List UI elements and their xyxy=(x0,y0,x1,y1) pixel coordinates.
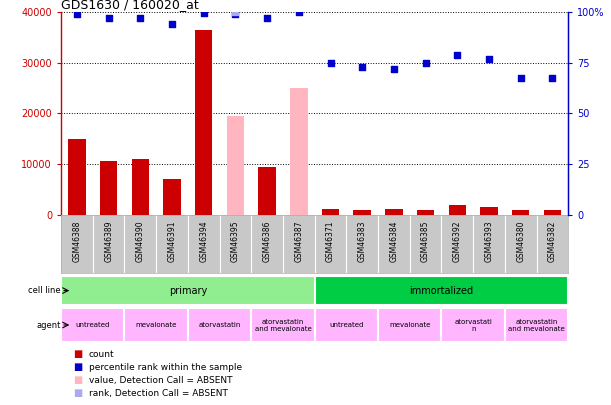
Point xyxy=(294,9,304,15)
Point xyxy=(72,11,82,17)
Point xyxy=(516,75,525,81)
Point xyxy=(230,11,240,17)
Bar xyxy=(188,309,251,341)
Text: GSM46389: GSM46389 xyxy=(104,220,113,262)
Text: ■: ■ xyxy=(73,350,82,359)
Text: GSM46390: GSM46390 xyxy=(136,220,145,262)
Bar xyxy=(163,179,181,215)
Point xyxy=(357,64,367,70)
Text: GSM46388: GSM46388 xyxy=(73,220,81,262)
Text: agent: agent xyxy=(37,320,61,330)
Text: immortalized: immortalized xyxy=(409,286,474,296)
Point xyxy=(230,9,240,15)
Text: GSM46387: GSM46387 xyxy=(295,220,303,262)
Text: GSM46393: GSM46393 xyxy=(485,220,494,262)
Bar xyxy=(441,309,505,341)
Text: untreated: untreated xyxy=(329,322,364,328)
Text: mevalonate: mevalonate xyxy=(389,322,430,328)
Bar xyxy=(512,210,529,215)
Bar xyxy=(315,309,378,341)
Text: untreated: untreated xyxy=(76,322,110,328)
Bar xyxy=(100,162,117,215)
Bar xyxy=(544,210,561,215)
Point xyxy=(389,66,399,72)
Bar xyxy=(378,309,441,341)
Text: mevalonate: mevalonate xyxy=(136,322,177,328)
Text: GSM46382: GSM46382 xyxy=(548,220,557,262)
Bar xyxy=(315,276,568,305)
Text: GSM46384: GSM46384 xyxy=(389,220,398,262)
Text: atorvastatin
and mevalonate: atorvastatin and mevalonate xyxy=(255,318,312,332)
Point xyxy=(421,60,431,66)
Bar xyxy=(322,209,339,215)
Point xyxy=(104,15,114,21)
Bar xyxy=(258,166,276,215)
Text: primary: primary xyxy=(169,286,207,296)
Text: atorvastatin
and mevalonate: atorvastatin and mevalonate xyxy=(508,318,565,332)
Point xyxy=(484,55,494,62)
Text: GSM46394: GSM46394 xyxy=(199,220,208,262)
Text: GSM46395: GSM46395 xyxy=(231,220,240,262)
Text: percentile rank within the sample: percentile rank within the sample xyxy=(89,363,242,372)
Text: GSM46391: GSM46391 xyxy=(167,220,177,262)
Bar xyxy=(61,309,125,341)
Bar xyxy=(227,116,244,215)
Text: GSM46371: GSM46371 xyxy=(326,220,335,262)
Text: atorvastatin: atorvastatin xyxy=(199,322,241,328)
Text: ■: ■ xyxy=(73,375,82,385)
Text: atorvastati
n: atorvastati n xyxy=(454,318,492,332)
Bar xyxy=(417,210,434,215)
Text: ■: ■ xyxy=(73,362,82,372)
Text: value, Detection Call = ABSENT: value, Detection Call = ABSENT xyxy=(89,376,232,385)
Text: GSM46385: GSM46385 xyxy=(421,220,430,262)
Bar xyxy=(61,276,315,305)
Bar xyxy=(131,159,149,215)
Bar xyxy=(505,309,568,341)
Bar xyxy=(68,139,86,215)
Text: cell line: cell line xyxy=(29,286,61,295)
Text: GSM46383: GSM46383 xyxy=(357,220,367,262)
Text: count: count xyxy=(89,350,114,359)
Text: rank, Detection Call = ABSENT: rank, Detection Call = ABSENT xyxy=(89,389,227,398)
Bar xyxy=(125,309,188,341)
Bar xyxy=(354,210,371,215)
Text: GSM46386: GSM46386 xyxy=(263,220,272,262)
Text: GSM46392: GSM46392 xyxy=(453,220,462,262)
Text: GSM46380: GSM46380 xyxy=(516,220,525,262)
Bar xyxy=(251,309,315,341)
Bar xyxy=(385,209,403,215)
Bar xyxy=(290,88,307,215)
Bar xyxy=(195,30,213,215)
Bar xyxy=(448,205,466,215)
Bar xyxy=(480,207,498,215)
Point xyxy=(326,60,335,66)
Point xyxy=(262,15,272,21)
Point xyxy=(136,15,145,21)
Point xyxy=(167,21,177,28)
Point xyxy=(452,51,462,58)
Point xyxy=(547,75,557,81)
Text: ■: ■ xyxy=(73,388,82,398)
Text: GDS1630 / 160020_at: GDS1630 / 160020_at xyxy=(61,0,199,11)
Point xyxy=(199,10,208,17)
